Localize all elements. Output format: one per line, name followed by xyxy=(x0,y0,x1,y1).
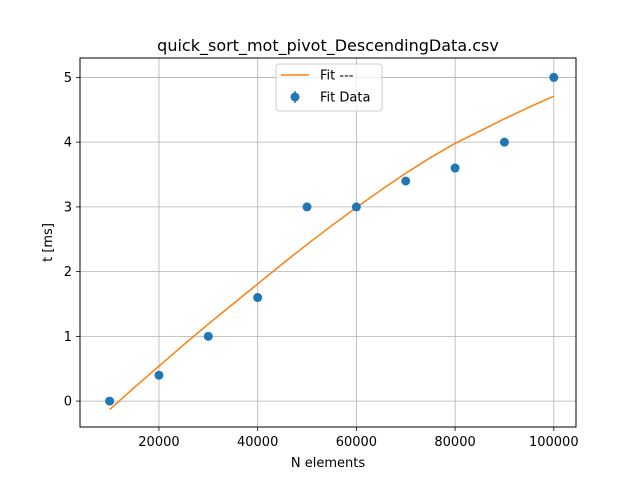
axis-ticks: 20000 40000 60000 80000 100000 0 1 2 3 4 5 xyxy=(64,71,579,450)
data-point xyxy=(499,137,509,147)
data-point xyxy=(105,396,115,406)
y-tick-label: 0 xyxy=(64,395,72,410)
y-tick-label: 4 xyxy=(64,136,72,151)
x-tick-label: 60000 xyxy=(336,435,377,450)
data-point xyxy=(154,370,164,380)
data-point xyxy=(351,202,361,212)
legend-fit-data-label: Fit Data xyxy=(320,91,370,106)
y-tick-label: 5 xyxy=(64,71,72,86)
data-point xyxy=(450,163,460,173)
data-point xyxy=(253,293,263,303)
data-point xyxy=(203,331,213,341)
x-tick-label: 40000 xyxy=(237,435,278,450)
chart-title: quick_sort_mot_pivot_DescendingData.csv xyxy=(157,36,499,56)
y-tick-label: 1 xyxy=(64,330,72,345)
x-tick-label: 100000 xyxy=(529,435,579,450)
data-point xyxy=(401,176,411,186)
legend: Fit --- Fit Data xyxy=(275,63,383,112)
legend-fit-line-label: Fit --- xyxy=(320,69,354,84)
plot-series xyxy=(105,72,559,411)
data-point xyxy=(549,72,559,82)
x-tick-label: 80000 xyxy=(434,435,475,450)
fit-line xyxy=(109,95,555,411)
y-axis-label: t [ms] xyxy=(41,223,56,262)
plot-area-frame xyxy=(79,57,577,428)
x-tick-label: 20000 xyxy=(138,435,179,450)
legend-fit-data-marker-swatch xyxy=(290,92,300,102)
y-tick-label: 3 xyxy=(64,200,72,215)
x-axis-label: N elements xyxy=(291,456,365,471)
y-tick-label: 2 xyxy=(64,265,72,280)
data-point xyxy=(302,202,312,212)
